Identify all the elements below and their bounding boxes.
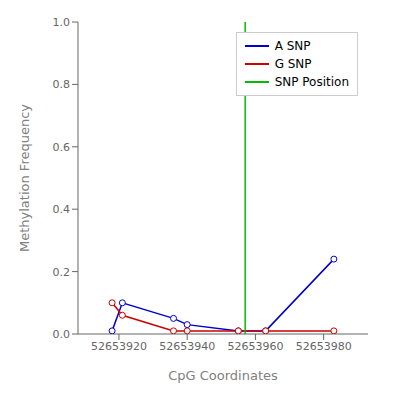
html-text:G SNP: G SNP bbox=[274, 57, 312, 71]
svg-text:0.6: 0.6 bbox=[53, 141, 71, 154]
svg-text:Methylation Frequency: Methylation Frequency bbox=[17, 104, 32, 252]
svg-text:1.0: 1.0 bbox=[53, 16, 71, 29]
svg-text:0.8: 0.8 bbox=[53, 78, 71, 91]
svg-text:0.2: 0.2 bbox=[53, 266, 71, 279]
html-text:A SNP: A SNP bbox=[274, 39, 311, 53]
svg-text:52653980: 52653980 bbox=[296, 340, 352, 353]
svg-text:52653960: 52653960 bbox=[227, 340, 283, 353]
svg-text:0.4: 0.4 bbox=[53, 203, 71, 216]
html-text:SNP Position: SNP Position bbox=[274, 75, 349, 89]
svg-text:0.0: 0.0 bbox=[53, 328, 71, 341]
svg-text:CpG Coordinates: CpG Coordinates bbox=[168, 368, 278, 383]
svg-text:52653940: 52653940 bbox=[159, 340, 215, 353]
svg-text:52653920: 52653920 bbox=[91, 340, 147, 353]
